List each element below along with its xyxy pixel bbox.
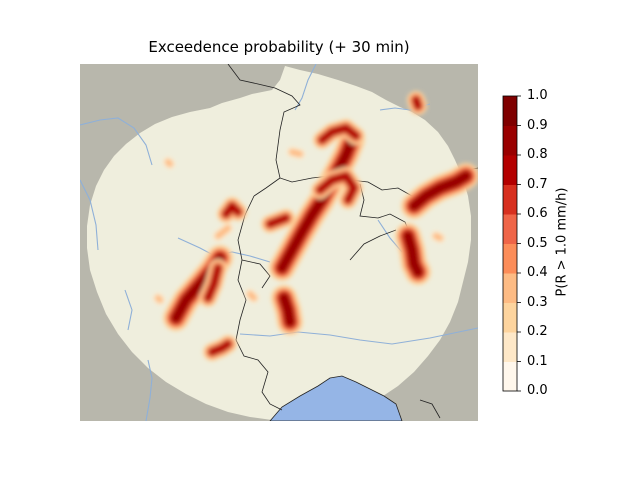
colorbar-tick: 1.0 <box>527 88 548 103</box>
precip-cell <box>222 202 242 218</box>
precip-cell <box>215 225 231 239</box>
colorbar <box>502 95 521 392</box>
colorbar-tick: 0.1 <box>527 353 548 369</box>
precip-cell <box>316 172 358 204</box>
precip-cell <box>247 291 257 301</box>
colorbar-tick: 0.3 <box>527 294 548 310</box>
colorbar-segment <box>503 361 517 392</box>
precip-cell <box>204 264 222 302</box>
colorbar-tick: 0.6 <box>527 206 548 221</box>
colorbar-tick: 0.4 <box>527 265 548 280</box>
colorbar-tick: 0.9 <box>527 117 548 133</box>
colorbar-segment <box>503 96 517 126</box>
precip-cell <box>266 214 290 228</box>
map-title: Exceedence probability (+ 30 min) <box>148 38 410 56</box>
colorbar-tick: 0.0 <box>527 383 548 398</box>
precip-cell <box>409 171 471 211</box>
colorbar-label: P(R > 1.0 mm/h) <box>554 187 570 297</box>
precip-cell <box>289 149 303 157</box>
colorbar-segment <box>503 302 517 333</box>
colorbar-segment <box>503 155 517 185</box>
precip-cell <box>208 340 232 356</box>
precip-cell <box>318 124 360 144</box>
colorbar-segment <box>503 214 517 244</box>
colorbar-segment <box>503 273 517 303</box>
colorbar-segment <box>503 184 517 215</box>
precip-cell <box>412 96 422 110</box>
precip-cell <box>165 159 173 167</box>
colorbar-tick: 0.5 <box>527 235 548 251</box>
precipitation-cells <box>153 91 478 361</box>
colorbar-tick: 0.7 <box>527 176 548 192</box>
colorbar-segment <box>503 125 517 156</box>
precip-cell <box>433 233 443 241</box>
precip-cell <box>403 231 423 277</box>
precip-cell <box>279 293 295 327</box>
precip-cell <box>277 135 357 273</box>
precip-cell <box>155 295 163 303</box>
radar-domain <box>87 66 471 420</box>
rivers <box>80 64 478 421</box>
colorbar-tick: 0.2 <box>527 324 548 339</box>
lake-icon <box>269 375 403 421</box>
colorbar-segment <box>503 243 517 274</box>
colorbar-segment <box>503 332 517 362</box>
colorbar-tick: 0.8 <box>527 147 548 162</box>
